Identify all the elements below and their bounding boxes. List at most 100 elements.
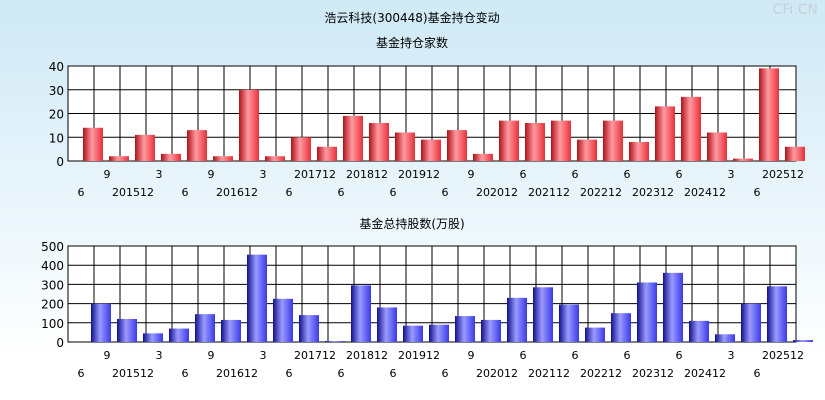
chart2-x-tick-label: 6 bbox=[572, 349, 579, 362]
chart1-bar bbox=[161, 153, 181, 161]
chart2-x-tick-label: 3 bbox=[260, 349, 267, 362]
chart1-bar bbox=[499, 120, 519, 161]
chart2-x-tick-label: 6 bbox=[624, 349, 631, 362]
chart2-x-tick-label: 9 bbox=[104, 349, 111, 362]
chart2-x-tick-label: 201612 bbox=[216, 367, 258, 380]
chart1-bar bbox=[291, 137, 311, 161]
chart2-x-tick-label: 6 bbox=[286, 367, 293, 380]
chart2-bar bbox=[611, 313, 631, 342]
chart1-bar bbox=[369, 123, 389, 161]
chart1-bar bbox=[681, 96, 701, 161]
chart2-bar bbox=[247, 254, 267, 342]
chart2-x-tick-label: 6 bbox=[442, 367, 449, 380]
chart2-bar bbox=[637, 282, 657, 342]
chart2-x-tick-label: 3 bbox=[156, 349, 163, 362]
chart1-bar bbox=[603, 120, 623, 161]
chart2-x-tick-label: 202312 bbox=[632, 367, 674, 380]
chart2-bar bbox=[273, 298, 293, 342]
chart2-x-tick-label: 6 bbox=[676, 349, 683, 362]
chart2-bar bbox=[143, 333, 163, 342]
chart2-bar bbox=[689, 320, 709, 342]
chart1-bar bbox=[473, 153, 493, 161]
chart1-x-tick-label: 6 bbox=[442, 186, 449, 199]
chart2-x-tick-label: 202112 bbox=[528, 367, 570, 380]
chart2-x-tick-label: 6 bbox=[182, 367, 189, 380]
chart2-x-tick-label: 202512 bbox=[762, 349, 804, 362]
chart1-bar bbox=[707, 132, 727, 161]
chart1-bar bbox=[395, 132, 415, 161]
chart2-x-tick-label: 202212 bbox=[580, 367, 622, 380]
chart1-bar bbox=[317, 146, 337, 161]
holders-count-chart: 0102030406920151236920161236201712620181… bbox=[49, 60, 805, 199]
chart2-bar bbox=[507, 297, 527, 342]
chart2-y-tick-label: 400 bbox=[41, 259, 64, 273]
chart1-bar bbox=[135, 134, 155, 161]
chart2-bar bbox=[377, 307, 397, 342]
chart1-x-tick-label: 6 bbox=[338, 186, 345, 199]
chart1-bar bbox=[551, 120, 571, 161]
chart2-bar bbox=[767, 286, 787, 342]
chart2-title: 基金总持股数(万股) bbox=[359, 216, 464, 231]
chart2-bar bbox=[481, 319, 501, 342]
chart1-x-tick-label: 6 bbox=[286, 186, 293, 199]
chart2-bar bbox=[533, 287, 553, 342]
chart1-y-tick-label: 30 bbox=[49, 84, 64, 98]
chart2-x-tick-label: 202412 bbox=[684, 367, 726, 380]
chart2-x-tick-label: 201912 bbox=[398, 349, 440, 362]
chart2-bar bbox=[221, 319, 241, 342]
chart1-bar bbox=[265, 156, 285, 161]
chart1-x-tick-label: 201612 bbox=[216, 186, 258, 199]
chart2-bar bbox=[429, 324, 449, 342]
chart1-x-tick-label: 6 bbox=[78, 186, 85, 199]
chart2-x-tick-label: 9 bbox=[208, 349, 215, 362]
chart2-bar bbox=[741, 303, 761, 342]
chart2-bar bbox=[455, 316, 475, 342]
chart1-y-tick-label: 20 bbox=[49, 108, 64, 122]
chart1-x-tick-label: 201812 bbox=[346, 168, 388, 181]
chart2-bar bbox=[559, 304, 579, 342]
chart2-x-tick-label: 6 bbox=[754, 367, 761, 380]
chart1-x-tick-label: 6 bbox=[390, 186, 397, 199]
chart1-x-tick-label: 201712 bbox=[294, 168, 336, 181]
chart2-bar bbox=[117, 318, 137, 342]
chart2-x-tick-label: 202012 bbox=[476, 367, 518, 380]
page-title: 浩云科技(300448)基金持仓变动 bbox=[324, 10, 499, 25]
chart2-y-tick-label: 200 bbox=[41, 298, 64, 312]
chart1-bar bbox=[239, 89, 259, 161]
chart1-y-tick-label: 0 bbox=[56, 155, 64, 169]
chart2-bar bbox=[91, 303, 111, 342]
chart2-y-tick-label: 100 bbox=[41, 317, 64, 331]
watermark: CFi.CN bbox=[773, 2, 818, 18]
chart2-bar bbox=[793, 340, 813, 342]
total-shares-chart: 0100200300400500692015123692016123620171… bbox=[41, 240, 813, 380]
chart1-x-tick-label: 9 bbox=[208, 168, 215, 181]
chart1-x-tick-label: 6 bbox=[182, 186, 189, 199]
chart2-x-tick-label: 9 bbox=[468, 349, 475, 362]
chart1-bar bbox=[577, 139, 597, 161]
chart1-bar bbox=[109, 156, 129, 161]
chart1-x-tick-label: 9 bbox=[468, 168, 475, 181]
chart1-x-tick-label: 3 bbox=[156, 168, 163, 181]
chart1-x-tick-label: 6 bbox=[572, 168, 579, 181]
chart1-x-tick-label: 201912 bbox=[398, 168, 440, 181]
chart2-bar bbox=[195, 314, 215, 342]
chart1-bar bbox=[629, 142, 649, 161]
chart1-x-tick-label: 202212 bbox=[580, 186, 622, 199]
chart1-x-tick-label: 202312 bbox=[632, 186, 674, 199]
chart2-x-tick-label: 6 bbox=[520, 349, 527, 362]
chart1-bar bbox=[343, 115, 363, 161]
chart1-bar bbox=[421, 139, 441, 161]
chart2-bar bbox=[663, 272, 683, 342]
chart1-y-tick-label: 10 bbox=[49, 131, 64, 145]
chart1-bar bbox=[447, 130, 467, 161]
chart2-bar bbox=[351, 285, 371, 342]
chart1-y-tick-label: 40 bbox=[49, 60, 64, 74]
chart2-x-tick-label: 6 bbox=[338, 367, 345, 380]
chart2-x-tick-label: 201512 bbox=[112, 367, 154, 380]
chart2-x-tick-label: 201812 bbox=[346, 349, 388, 362]
chart1-bar bbox=[759, 68, 779, 161]
chart2-bar bbox=[585, 327, 605, 342]
chart1-x-tick-label: 201512 bbox=[112, 186, 154, 199]
chart1-x-tick-label: 3 bbox=[728, 168, 735, 181]
chart2-x-tick-label: 6 bbox=[78, 367, 85, 380]
